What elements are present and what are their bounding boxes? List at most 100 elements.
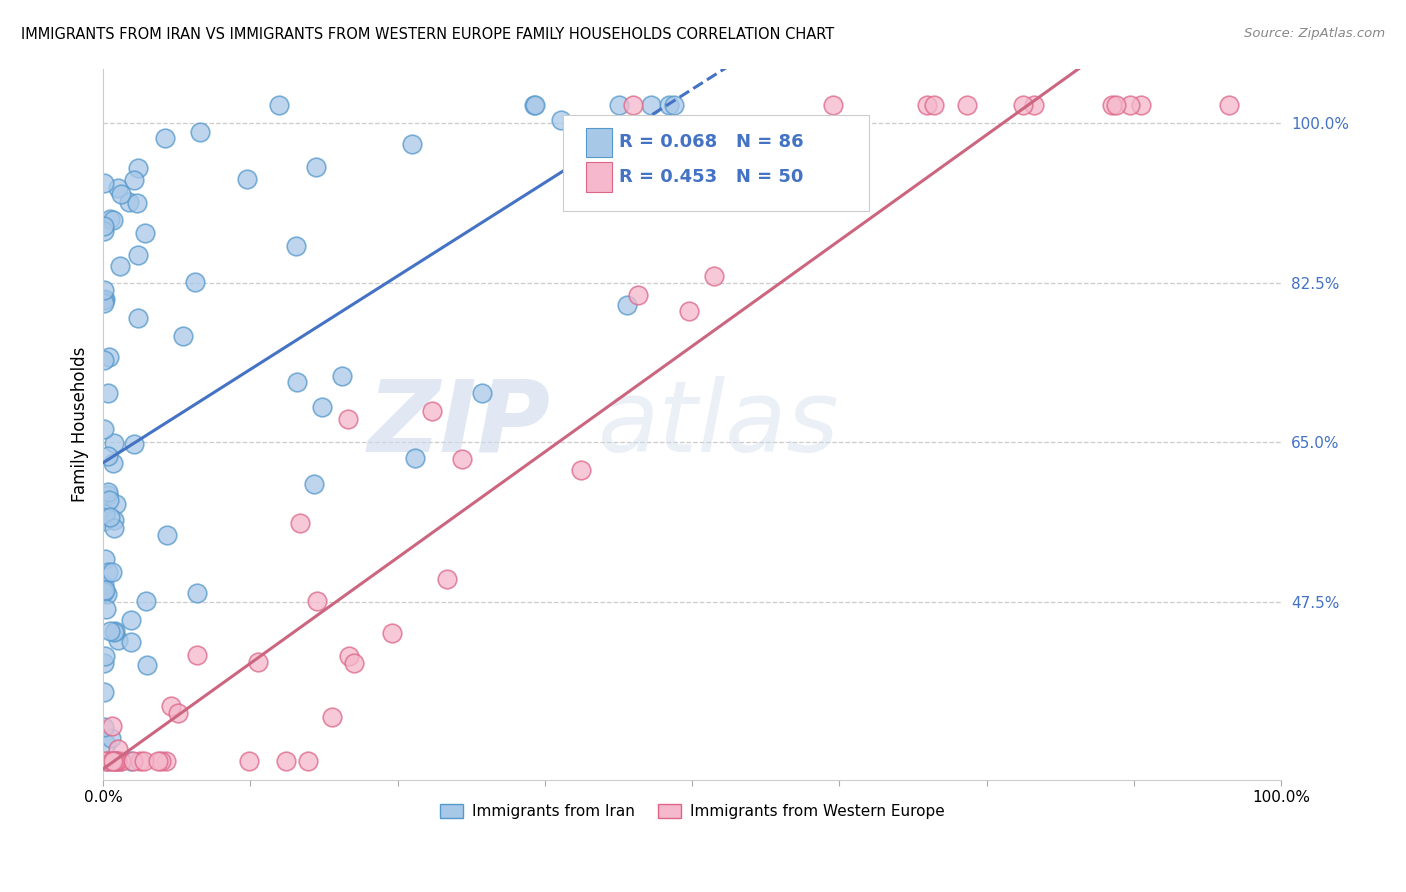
Point [127,311,149,326]
Point [128,755,150,769]
Point [523,98,546,112]
Point [120,755,142,769]
Point [821,98,844,112]
Point [98,350,121,364]
Point [93,219,115,234]
Point [186,586,208,600]
Point [93,578,115,592]
Point [238,755,260,769]
Point [621,186,644,200]
Point [100,565,122,579]
Point [337,412,360,426]
Point [450,452,472,467]
Point [343,656,366,670]
Point [110,187,132,202]
Point [274,755,297,769]
Point [125,196,148,211]
Point [93,720,115,734]
Point [1105,98,1128,112]
Point [121,755,143,769]
Point [127,248,149,262]
Point [93,296,115,310]
Point [184,276,207,290]
Point [120,635,142,649]
Point [93,283,115,297]
Point [97,485,120,500]
Point [93,755,115,769]
Point [420,404,443,418]
Point [1101,98,1123,112]
Point [302,476,325,491]
Point [103,513,125,527]
Point [101,212,124,227]
Text: R = 0.453   N = 50: R = 0.453 N = 50 [619,168,803,186]
Point [247,655,270,669]
Point [93,224,115,238]
Point [100,755,122,769]
Point [93,582,115,597]
Point [956,98,979,112]
Point [236,171,259,186]
Point [305,594,328,608]
Point [97,493,120,508]
Point [100,731,122,746]
Point [550,112,572,127]
Y-axis label: Family Households: Family Households [72,346,89,502]
Point [330,368,353,383]
Point [105,755,128,769]
Point [94,292,117,306]
Point [93,353,115,368]
Point [1130,98,1153,112]
Point [136,657,159,672]
Point [436,572,458,586]
Point [97,565,120,579]
Point [703,268,725,283]
Point [188,125,211,139]
Point [110,755,132,769]
Point [305,161,328,175]
Point [135,593,157,607]
Point [103,436,125,450]
Point [284,239,307,253]
Point [104,755,127,769]
Point [311,400,333,414]
Point [104,497,127,511]
Point [120,613,142,627]
Text: IMMIGRANTS FROM IRAN VS IMMIGRANTS FROM WESTERN EUROPE FAMILY HOUSEHOLDS CORRELA: IMMIGRANTS FROM IRAN VS IMMIGRANTS FROM … [21,27,834,42]
Point [1022,98,1045,112]
Text: atlas: atlas [598,376,839,473]
Point [98,211,121,226]
Point [93,422,115,436]
Point [1118,98,1140,112]
Point [609,98,631,112]
Point [103,755,125,769]
Point [146,755,169,769]
Point [107,632,129,647]
Text: ZIP: ZIP [368,376,551,473]
Point [381,626,404,640]
Point [134,227,156,241]
Point [1218,98,1240,112]
Point [97,755,120,769]
Point [662,98,685,112]
Point [97,755,120,769]
Point [94,648,117,663]
Point [915,98,938,112]
Point [627,288,650,302]
Point [156,527,179,541]
Point [404,451,426,466]
Point [471,386,494,401]
Point [96,587,118,601]
Point [94,552,117,566]
Point [640,98,662,112]
Point [297,755,319,769]
Point [153,131,176,145]
Point [101,719,124,733]
Point [1011,98,1033,112]
Point [94,507,117,521]
Point [337,648,360,663]
Point [149,755,172,769]
Bar [586,161,612,192]
Point [98,510,121,524]
Point [104,624,127,638]
